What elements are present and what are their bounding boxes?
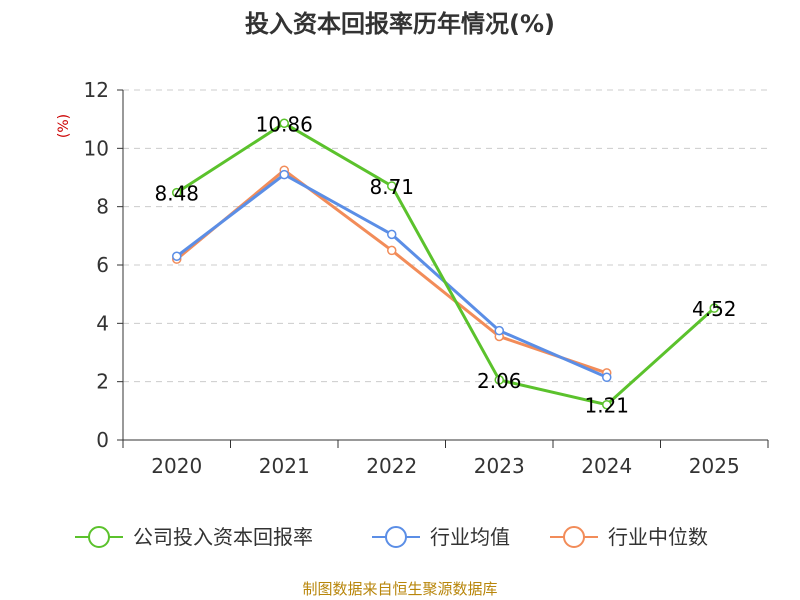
legend-marker <box>563 526 585 548</box>
legend-label: 行业中位数 <box>608 525 708 549</box>
y-tick-label: 6 <box>96 253 109 277</box>
data-point <box>494 325 504 336</box>
x-tick-label: 2025 <box>689 454 740 478</box>
data-label: 2.06 <box>477 369 522 393</box>
legend-marker <box>385 526 407 548</box>
data-label: 8.48 <box>154 182 199 206</box>
series-line-2 <box>175 168 608 375</box>
chart-title: 投入资本回报率历年情况(%) <box>245 10 555 38</box>
x-tick-label: 2022 <box>366 454 417 478</box>
y-tick-label: 2 <box>96 370 109 394</box>
data-point <box>387 245 397 256</box>
grid <box>123 89 768 383</box>
data-point <box>172 187 182 198</box>
data-point <box>602 372 612 383</box>
data-label: 4.52 <box>692 297 737 321</box>
legend-item-1: 行业均值 <box>372 525 510 549</box>
x-tick-label: 2020 <box>151 454 202 478</box>
data-point <box>387 181 397 191</box>
data-label: 8.71 <box>369 175 414 199</box>
y-axis-label: (%) <box>56 114 72 138</box>
legend-label: 行业均值 <box>430 525 510 549</box>
legend-label: 公司投入资本回报率 <box>133 525 313 549</box>
y-tick-label: 12 <box>84 78 109 102</box>
axes: 0 2 4 6 8 10 12 2020 2021 2022 2023 2024 2025 <box>84 78 769 478</box>
data-labels: 8.48 10.86 8.71 2.06 1.21 4.52 <box>154 112 736 417</box>
x-tick-label: 2023 <box>474 454 525 478</box>
data-point <box>387 229 397 240</box>
data-label: 1.21 <box>584 394 629 418</box>
series-line-0 <box>175 121 716 407</box>
legend-marker <box>88 526 110 548</box>
data-label: 10.86 <box>256 112 313 136</box>
data-point <box>172 251 182 261</box>
y-tick-label: 4 <box>96 311 109 335</box>
legend-item-0: 公司投入资本回报率 <box>75 525 313 549</box>
data-point <box>602 399 612 410</box>
x-tick-label: 2024 <box>581 454 632 478</box>
data-point <box>494 375 504 385</box>
series <box>172 118 719 410</box>
x-tick-label: 2021 <box>259 454 310 478</box>
y-tick-label: 10 <box>84 136 109 160</box>
data-point <box>709 303 719 313</box>
legend-item-2: 行业中位数 <box>550 525 708 549</box>
data-point <box>279 169 289 180</box>
y-tick-label: 0 <box>96 428 109 452</box>
source-note: 制图数据来自恒生聚源数据库 <box>302 580 497 598</box>
legend: 公司投入资本回报率 行业均值 行业中位数 <box>75 525 708 549</box>
y-tick-label: 8 <box>96 195 109 219</box>
data-point <box>279 118 289 128</box>
